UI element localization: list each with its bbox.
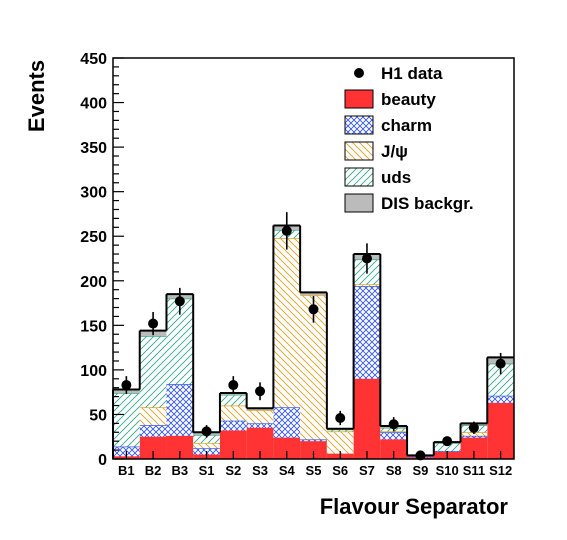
legend-swatch-beauty (344, 89, 374, 109)
y-axis-title: Events (24, 60, 49, 132)
data-point-s3 (255, 386, 266, 397)
y-tick-label: 0 (98, 452, 107, 469)
bar-uds-b2 (139, 336, 167, 408)
legend-item-dis-backgr: DIS backgr. (344, 193, 474, 213)
x-tick-label-s9: S9 (412, 463, 428, 478)
legend-marker-h1-data (354, 68, 364, 78)
legend-swatch-dis-backgr (344, 193, 374, 213)
x-tick-label-s5: S5 (306, 463, 322, 478)
x-tick-label-s8: S8 (386, 463, 402, 478)
y-tick-label: 400 (80, 96, 107, 113)
bar-charm-s8 (380, 432, 408, 440)
bar-charm-b2 (139, 425, 167, 437)
legend-swatch-uds (344, 167, 374, 187)
bar-charm-s2 (219, 420, 247, 431)
data-point-s6 (335, 413, 346, 424)
bar-beauty-s5 (300, 441, 327, 459)
data-point-s11 (468, 422, 479, 433)
bar-charm-s3 (246, 423, 274, 428)
bar-charm-s11 (460, 435, 488, 438)
legend-label-j: J/ψ (381, 142, 408, 161)
bar-charm-s12 (487, 395, 514, 403)
legend-label-beauty: beauty (381, 90, 436, 109)
data-point-s1 (201, 426, 212, 437)
bar-charm-s7 (353, 286, 381, 379)
bar-j-s7 (353, 284, 381, 287)
y-tick-label: 350 (80, 140, 107, 157)
x-tick-label-s1: S1 (199, 463, 215, 478)
data-point-b1 (121, 380, 132, 391)
bar-uds-b1 (113, 393, 140, 447)
x-tick-label-s4: S4 (279, 463, 296, 478)
bar-beauty-b3 (166, 435, 194, 459)
bar-dis-backgr-s5 (300, 292, 327, 296)
bar-charm-s4 (273, 407, 301, 438)
bar-beauty-s11 (460, 437, 488, 459)
bar-j-b2 (139, 407, 167, 426)
bar-charm-s5 (300, 439, 327, 442)
data-point-s10 (442, 436, 453, 447)
bar-uds-s6 (326, 429, 354, 432)
y-tick-label: 150 (80, 318, 107, 335)
data-point-b2 (148, 318, 159, 329)
legend-item-j: J/ψ (344, 141, 408, 161)
data-point-s7 (361, 253, 372, 264)
bar-j-s4 (273, 238, 301, 408)
y-tick-label: 250 (80, 229, 107, 246)
x-tick-label-s6: S6 (332, 463, 348, 478)
legend-item-h1-data: H1 data (354, 64, 443, 83)
y-tick-label: 50 (89, 407, 107, 424)
bar-j-s1 (193, 442, 220, 449)
x-tick-label-b1: B1 (118, 463, 135, 478)
y-tick-label: 100 (80, 363, 107, 380)
bar-uds-s10 (433, 442, 461, 451)
legend-item-charm: charm (344, 115, 432, 135)
legend-item-uds: uds (344, 167, 411, 187)
data-points-layer (121, 212, 506, 461)
y-tick-label: 300 (80, 185, 107, 202)
data-point-s4 (281, 225, 292, 236)
legend-swatch-j (344, 141, 374, 161)
data-point-b3 (174, 296, 185, 307)
x-tick-label-s10: S10 (436, 463, 459, 478)
bar-j-s6 (326, 431, 354, 454)
bar-beauty-s7 (353, 378, 381, 459)
x-tick-label-b3: B3 (172, 463, 189, 478)
bar-uds-s2 (219, 394, 247, 406)
bar-uds-s1 (193, 434, 220, 443)
bar-beauty-s12 (487, 402, 514, 459)
legend-item-beauty: beauty (344, 89, 436, 109)
x-tick-label-b2: B2 (145, 463, 162, 478)
x-tick-label-s7: S7 (359, 463, 375, 478)
legend-label-uds: uds (381, 168, 411, 187)
data-point-s2 (228, 380, 239, 391)
bar-beauty-s4 (273, 437, 301, 459)
bar-j-s2 (219, 405, 247, 421)
y-tick-label: 200 (80, 274, 107, 291)
legend-swatch-charm (344, 115, 374, 135)
bar-j-s3 (246, 409, 274, 424)
legend-label-h1-data: H1 data (381, 64, 443, 83)
data-point-s12 (495, 358, 506, 369)
x-tick-label-s2: S2 (225, 463, 241, 478)
bar-beauty-s8 (380, 439, 408, 459)
x-tick-label-s11: S11 (463, 463, 485, 478)
bars-layer (113, 224, 514, 459)
x-axis-title: Flavour Separator (320, 494, 509, 519)
legend-label-dis-backgr: DIS backgr. (381, 194, 474, 213)
axes-layer: 0 50 100 150 200 250 300 350 400 450 B1 B2 B3 S1 S2 S3 S… (80, 51, 515, 478)
data-point-s8 (388, 419, 399, 430)
y-tick-label: 450 (80, 51, 107, 68)
x-tick-label-s12: S12 (489, 463, 512, 478)
x-tick-label-s3: S3 (252, 463, 268, 478)
legend: H1 data beauty charm J/ψ uds DIS backgr. (344, 64, 474, 213)
bar-beauty-b2 (139, 436, 167, 459)
bar-charm-b3 (166, 384, 194, 436)
data-point-s5 (308, 304, 319, 315)
legend-label-charm: charm (381, 116, 432, 135)
